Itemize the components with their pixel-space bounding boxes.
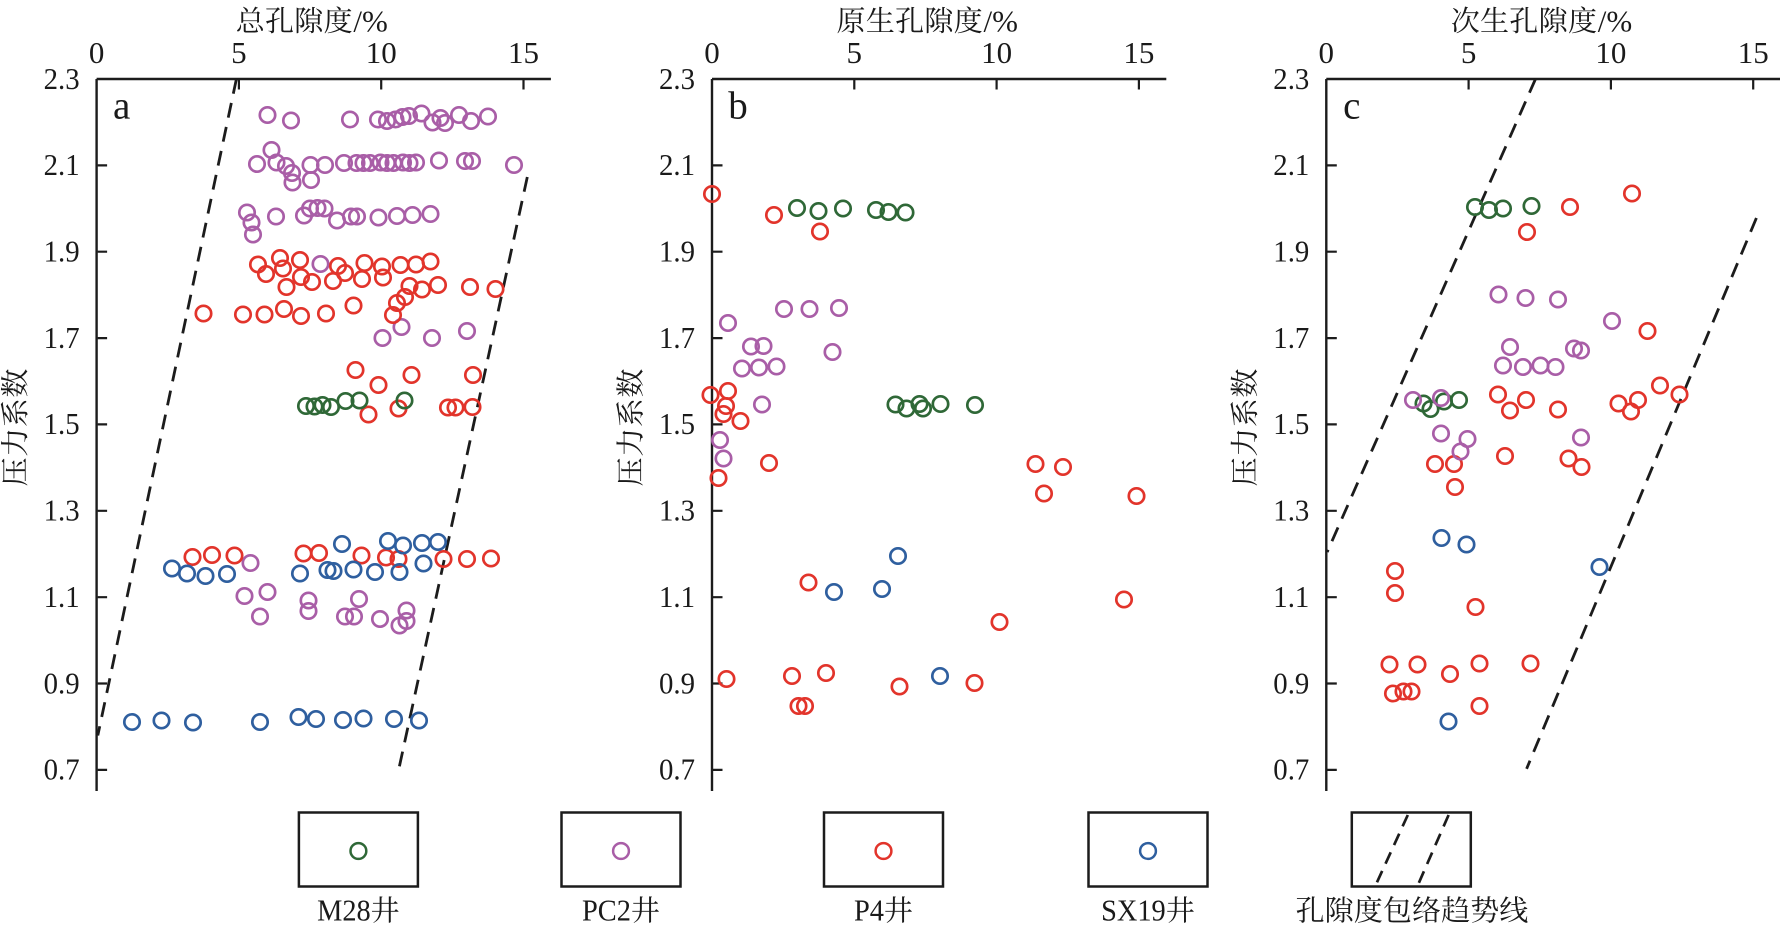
svg-text:1.3: 1.3 — [1273, 493, 1309, 528]
svg-text:0: 0 — [704, 35, 720, 70]
svg-text:15: 15 — [508, 35, 539, 70]
svg-text:1.5: 1.5 — [659, 406, 695, 441]
svg-text:1.1: 1.1 — [44, 579, 80, 614]
svg-text:2.1: 2.1 — [1273, 147, 1309, 182]
svg-text:0.9: 0.9 — [659, 665, 695, 700]
svg-text:10: 10 — [366, 35, 397, 70]
svg-text:2.1: 2.1 — [44, 147, 80, 182]
svg-text:15: 15 — [1123, 35, 1154, 70]
svg-text:1.7: 1.7 — [1273, 320, 1309, 355]
svg-text:/%: /% — [1598, 4, 1632, 39]
svg-text:2.1: 2.1 — [659, 147, 695, 182]
svg-text:PC2: PC2 — [582, 893, 631, 928]
svg-text:SX19: SX19 — [1101, 893, 1166, 928]
svg-text:/%: /% — [353, 4, 387, 39]
svg-text:1.5: 1.5 — [44, 406, 80, 441]
svg-text:0: 0 — [89, 35, 105, 70]
svg-text:/%: /% — [984, 4, 1018, 39]
svg-text:5: 5 — [231, 35, 247, 70]
svg-text:a: a — [113, 85, 130, 128]
svg-text:1.3: 1.3 — [659, 493, 695, 528]
svg-text:5: 5 — [847, 35, 863, 70]
svg-text:1.7: 1.7 — [659, 320, 695, 355]
svg-text:0.7: 0.7 — [1273, 752, 1309, 787]
svg-text:1.9: 1.9 — [1273, 234, 1309, 269]
svg-text:0.9: 0.9 — [1273, 665, 1309, 700]
svg-text:2.3: 2.3 — [659, 61, 695, 96]
svg-text:1.7: 1.7 — [44, 320, 80, 355]
svg-text:10: 10 — [1595, 35, 1626, 70]
svg-text:P4: P4 — [854, 893, 884, 928]
svg-text:0.7: 0.7 — [659, 752, 695, 787]
svg-text:b: b — [728, 85, 748, 128]
svg-text:0.9: 0.9 — [44, 665, 80, 700]
svg-text:10: 10 — [981, 35, 1012, 70]
svg-text:c: c — [1343, 85, 1360, 128]
svg-text:M28: M28 — [317, 893, 371, 928]
svg-text:1.9: 1.9 — [659, 234, 695, 269]
svg-text:2.3: 2.3 — [44, 61, 80, 96]
svg-text:1.1: 1.1 — [1273, 579, 1309, 614]
svg-text:1.1: 1.1 — [659, 579, 695, 614]
svg-text:0: 0 — [1319, 35, 1335, 70]
svg-text:1.5: 1.5 — [1273, 406, 1309, 441]
svg-text:5: 5 — [1461, 35, 1477, 70]
svg-text:1.9: 1.9 — [44, 234, 80, 269]
svg-text:2.3: 2.3 — [1273, 61, 1309, 96]
svg-text:1.3: 1.3 — [44, 493, 80, 528]
svg-text:0.7: 0.7 — [44, 752, 80, 787]
svg-text:15: 15 — [1738, 35, 1769, 70]
